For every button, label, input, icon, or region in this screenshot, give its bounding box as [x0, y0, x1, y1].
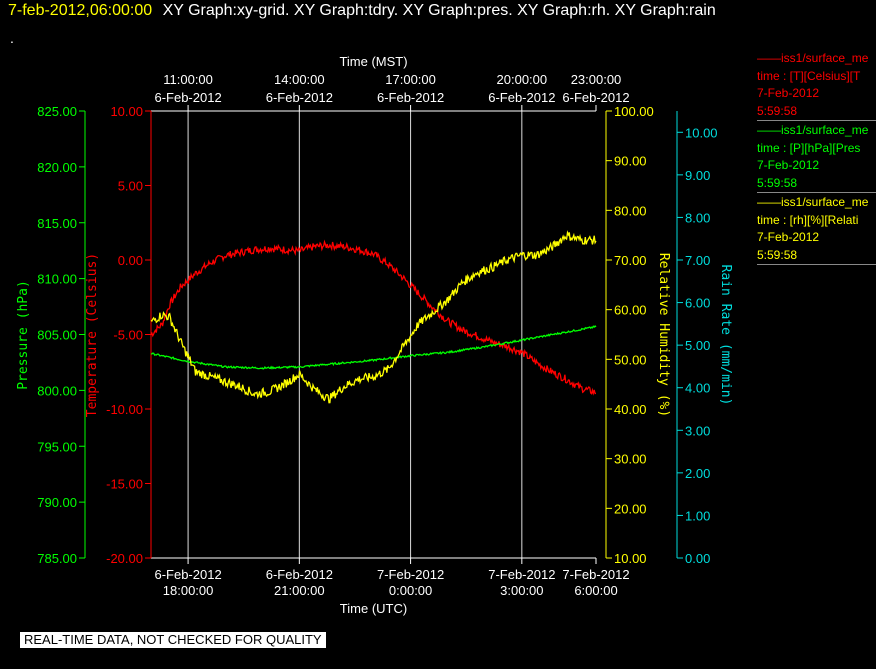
legend-date: 7-Feb-2012: [757, 86, 820, 100]
x-bottom-tick-label: 0:00:00: [389, 583, 432, 598]
temp-axis-title: Temperature (Celsius): [85, 253, 100, 417]
x-top-tick-label: 6-Feb-2012: [488, 90, 555, 105]
pres-tick-label: 785.00: [37, 551, 77, 566]
legend-date: 7-Feb-2012: [757, 230, 820, 244]
x-bottom-tick-label: 6:00:00: [574, 583, 617, 598]
rain-tick-label: 5.00: [685, 338, 710, 353]
rh-tick-label: 10.00: [614, 551, 647, 566]
rain-tick-label: 6.00: [685, 296, 710, 311]
pres-tick-label: 825.00: [37, 104, 77, 119]
legend-entry-temperature[interactable]: ——iss1/surface_me time : [T][Celsius][T …: [757, 50, 876, 121]
x-top-tick-label: 11:00:00: [163, 72, 213, 87]
pres-tick-label: 810.00: [37, 272, 77, 287]
rain-tick-label: 0.00: [685, 551, 710, 566]
x-bottom-tick-label: 7-Feb-2012: [562, 567, 629, 582]
legend-entry-pressure[interactable]: ——iss1/surface_me time : [P][hPa][Pres 7…: [757, 122, 876, 193]
window-header: 7-feb-2012,06:00:00 XY Graph:xy-grid. XY…: [8, 2, 716, 20]
legend-series-name: ——iss1/surface_me: [757, 51, 869, 65]
rain-tick-label: 8.00: [685, 210, 710, 225]
x-top-tick-label: 17:00:00: [385, 72, 436, 87]
pres-tick-label: 800.00: [37, 383, 77, 398]
legend-series-name: ——iss1/surface_me: [757, 195, 869, 209]
rain-tick-label: 9.00: [685, 168, 710, 183]
rain-tick-label: 10.00: [685, 125, 718, 140]
timestamp: 7-feb-2012,06:00:00: [8, 2, 153, 19]
legend-series-desc: time : [P][hPa][Pres: [757, 140, 861, 155]
temp-tick-label: -5.00: [113, 328, 143, 343]
x-bottom-tick-label: 6-Feb-2012: [154, 567, 221, 582]
x-top-tick-label: 14:00:00: [274, 72, 325, 87]
legend-series-desc: time : [rh][%][Relati: [757, 212, 859, 227]
x-top-tick-label: 6-Feb-2012: [266, 90, 333, 105]
x-top-tick-label: 20:00:00: [497, 72, 548, 87]
legend-time: 5:59:58: [757, 103, 798, 118]
rh-tick-label: 60.00: [614, 303, 647, 318]
rh-tick-label: 70.00: [614, 253, 647, 268]
pres-tick-label: 805.00: [37, 328, 77, 343]
pres-tick-label: 820.00: [37, 160, 77, 175]
rain-tick-label: 3.00: [685, 423, 710, 438]
legend-entry-humidity[interactable]: ——iss1/surface_me time : [rh][%][Relati …: [757, 194, 876, 265]
pres-axis-title: Pressure (hPa): [16, 280, 31, 390]
pres-tick-label: 815.00: [37, 216, 77, 231]
temp-tick-label: -20.00: [106, 551, 143, 566]
series-line-temp: [150, 239, 597, 396]
quality-warning: REAL-TIME DATA, NOT CHECKED FOR QUALITY: [20, 632, 326, 648]
x-top-tick-label: 6-Feb-2012: [377, 90, 444, 105]
temp-tick-label: 0.00: [118, 253, 143, 268]
x-bottom-tick-label: 7-Feb-2012: [377, 567, 444, 582]
x-bottom-tick-label: 7-Feb-2012: [488, 567, 555, 582]
rain-tick-label: 1.00: [685, 508, 710, 523]
x-bottom-axis-title: Time (UTC): [340, 601, 407, 616]
legend-time: 5:59:58: [757, 175, 798, 190]
rain-tick-label: 4.00: [685, 381, 710, 396]
rain-tick-label: 2.00: [685, 466, 710, 481]
temp-tick-label: -10.00: [106, 402, 143, 417]
legend-date: 7-Feb-2012: [757, 158, 820, 172]
rh-axis-title: Relative Humidity (%): [656, 253, 671, 417]
graph-titles: XY Graph:xy-grid. XY Graph:tdry. XY Grap…: [162, 2, 716, 19]
rh-tick-label: 90.00: [614, 154, 647, 169]
pres-tick-label: 795.00: [37, 439, 77, 454]
rh-tick-label: 40.00: [614, 402, 647, 417]
status-dot: .: [10, 30, 14, 46]
temp-tick-label: 5.00: [118, 179, 143, 194]
rh-tick-label: 80.00: [614, 203, 647, 218]
rh-tick-label: 30.00: [614, 452, 647, 467]
legend-time: 5:59:58: [757, 247, 798, 262]
temp-tick-label: 10.00: [110, 104, 143, 119]
x-bottom-tick-label: 21:00:00: [274, 583, 325, 598]
rh-tick-label: 20.00: [614, 501, 647, 516]
x-top-tick-label: 23:00:00: [571, 72, 622, 87]
rh-tick-label: 100.00: [614, 104, 654, 119]
x-bottom-tick-label: 3:00:00: [500, 583, 543, 598]
x-bottom-tick-label: 18:00:00: [163, 583, 214, 598]
legend-series-name: ——iss1/surface_me: [757, 123, 869, 137]
pres-tick-label: 790.00: [37, 495, 77, 510]
rain-tick-label: 7.00: [685, 253, 710, 268]
x-top-tick-label: 6-Feb-2012: [154, 90, 221, 105]
series-line-rh: [150, 230, 597, 404]
series-line-pres: [150, 325, 597, 370]
x-top-tick-label: 6-Feb-2012: [562, 90, 629, 105]
x-bottom-tick-label: 6-Feb-2012: [266, 567, 333, 582]
rain-axis-title: Rain Rate (mm/min): [718, 265, 733, 406]
temp-tick-label: -15.00: [106, 477, 143, 492]
legend-series-desc: time : [T][Celsius][T: [757, 68, 861, 83]
x-top-axis-title: Time (MST): [339, 54, 407, 69]
rh-tick-label: 50.00: [614, 352, 647, 367]
